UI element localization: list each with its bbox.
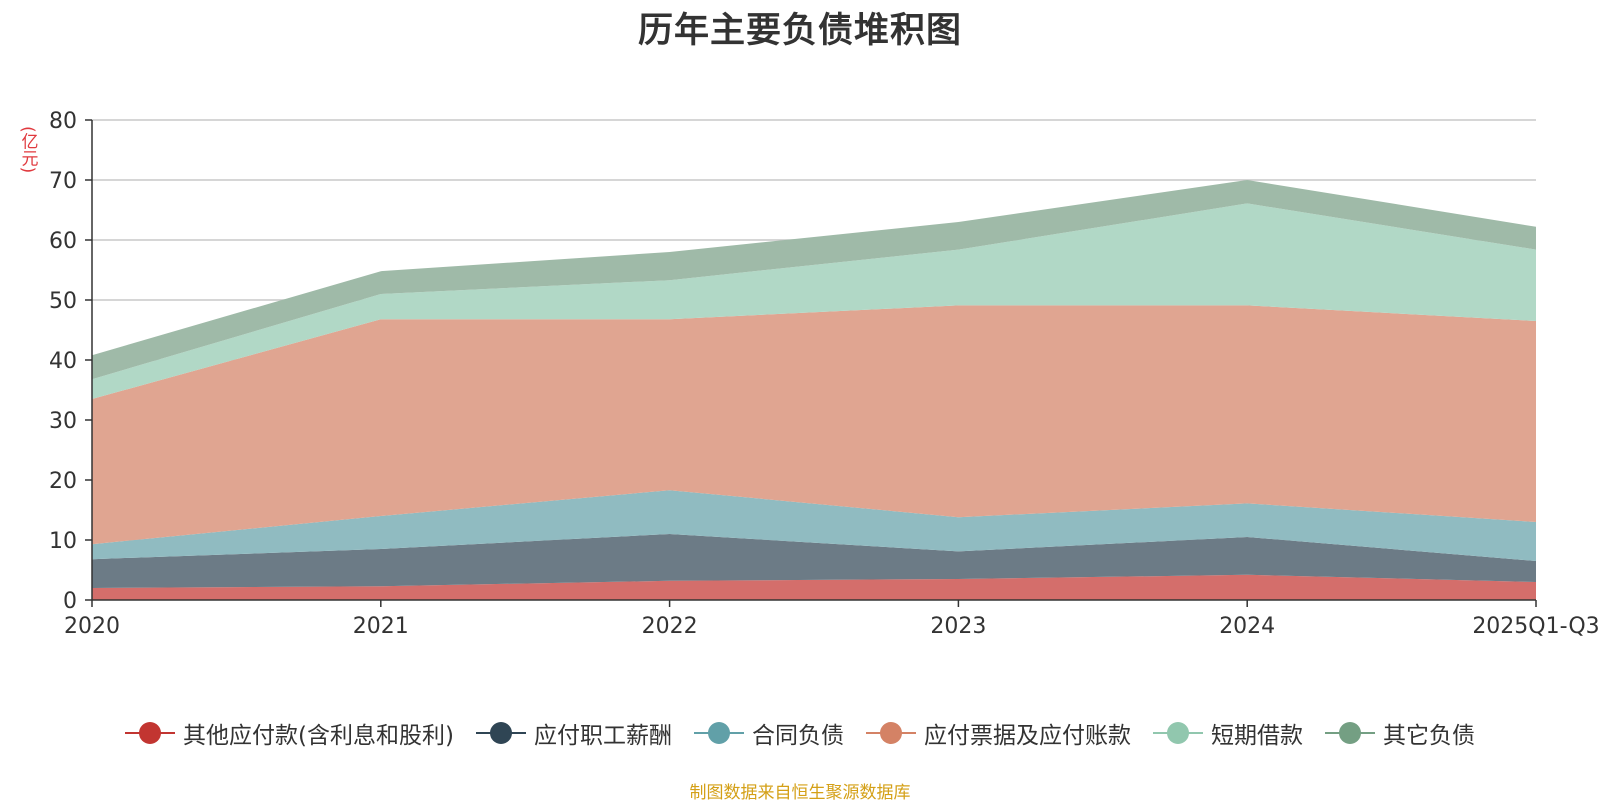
y-tick-label-10: 10 — [49, 529, 77, 554]
legend-label: 其他应付款(含利息和股利) — [183, 723, 454, 749]
x-tick-label-1: 2021 — [353, 614, 409, 639]
y-tick-label-30: 30 — [49, 409, 77, 434]
legend-marker-icon — [125, 721, 176, 745]
source-note: 制图数据来自恒生聚源数据库 — [689, 783, 911, 803]
y-tick-label-50: 50 — [49, 289, 77, 314]
legend-label: 应付票据及应付账款 — [923, 723, 1131, 749]
axes: 0 10 20 30 40 50 60 70 80 2020 2021 2022 2023 2024 202… — [49, 109, 1600, 639]
y-tick-label-70: 70 — [49, 169, 77, 194]
y-tick-label-80: 80 — [49, 109, 77, 134]
legend-marker-icon — [865, 721, 916, 745]
legend-label: 其它负债 — [1382, 723, 1475, 749]
area-series-3[interactable] — [92, 305, 1536, 545]
legend-marker-icon — [693, 721, 744, 745]
legend-label: 合同负债 — [751, 723, 844, 749]
stacked-area-chart: 0 10 20 30 40 50 60 70 80 2020 2021 2022 2023 2024 202… — [49, 109, 1600, 639]
x-tick-label-3: 2023 — [930, 614, 986, 639]
legend-label: 短期借款 — [1210, 723, 1303, 749]
legend-item-3[interactable]: 应付票据及应付账款 — [865, 716, 1131, 750]
y-tick-label-40: 40 — [49, 349, 77, 374]
x-tick-label-2: 2022 — [642, 614, 698, 639]
area-series-layer — [92, 180, 1536, 600]
x-tick-label-0: 2020 — [64, 614, 120, 639]
y-axis-unit-label: (亿元) — [17, 126, 38, 174]
x-tick-label-4: 2024 — [1219, 614, 1275, 639]
legend-item-5[interactable]: 其它负债 — [1324, 716, 1475, 750]
legend-item-0[interactable]: 其他应付款(含利息和股利) — [125, 716, 454, 750]
y-tick-label-60: 60 — [49, 229, 77, 254]
legend-item-4[interactable]: 短期借款 — [1152, 716, 1303, 750]
legend-marker-icon — [1152, 721, 1203, 745]
x-tick-label-5: 2025Q1-Q3 — [1472, 614, 1599, 639]
area-series-2[interactable] — [92, 490, 1536, 561]
legend-item-2[interactable]: 合同负债 — [693, 716, 844, 750]
chart-title: 历年主要负债堆积图 — [637, 11, 962, 51]
y-tick-label-0: 0 — [63, 589, 77, 614]
legend-marker-icon — [1324, 721, 1375, 745]
area-series-5[interactable] — [92, 180, 1536, 380]
area-series-0[interactable] — [92, 574, 1536, 600]
area-series-1[interactable] — [92, 534, 1536, 588]
legend: 其他应付款(含利息和股利) 应付职工薪酬 合同负债 应付票据及应付账款 短期借款 其它负债 — [0, 716, 1600, 750]
legend-item-1[interactable]: 应付职工薪酬 — [475, 716, 672, 750]
area-series-4[interactable] — [92, 203, 1536, 399]
legend-label: 应付职工薪酬 — [533, 723, 672, 749]
y-tick-label-20: 20 — [49, 469, 77, 494]
legend-marker-icon — [475, 721, 526, 745]
